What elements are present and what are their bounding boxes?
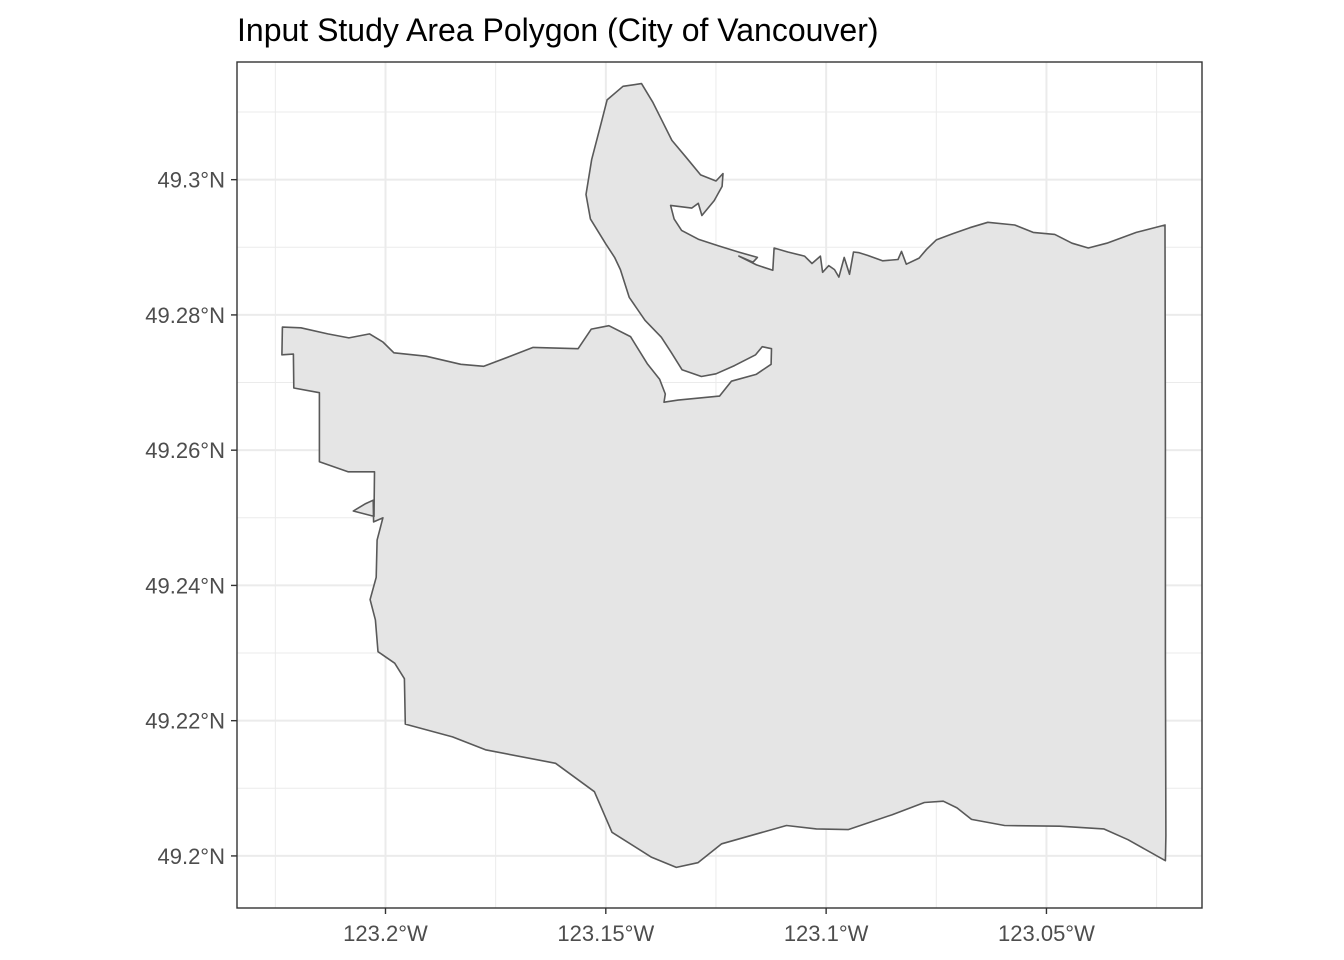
map-title: Input Study Area Polygon (City of Vancou… <box>237 12 879 48</box>
y-tick-label: 49.2°N <box>157 844 225 869</box>
x-tick-label: 123.15°W <box>557 921 654 946</box>
x-axis: 123.2°W 123.15°W 123.1°W 123.05°W <box>343 908 1095 946</box>
x-tick-label: 123.05°W <box>998 921 1095 946</box>
y-tick-label: 49.24°N <box>145 573 225 598</box>
x-tick-label: 123.1°W <box>784 921 869 946</box>
y-tick-label: 49.3°N <box>157 168 225 193</box>
y-tick-label: 49.28°N <box>145 303 225 328</box>
y-tick-label: 49.22°N <box>145 709 225 734</box>
y-tick-label: 49.26°N <box>145 438 225 463</box>
y-axis: 49.3°N 49.28°N 49.26°N 49.24°N 49.22°N 49.2°N <box>145 168 237 869</box>
map-panel-border <box>236 61 1203 909</box>
vancouver-boundary-polygon <box>281 82 1167 869</box>
x-tick-label: 123.2°W <box>343 921 428 946</box>
